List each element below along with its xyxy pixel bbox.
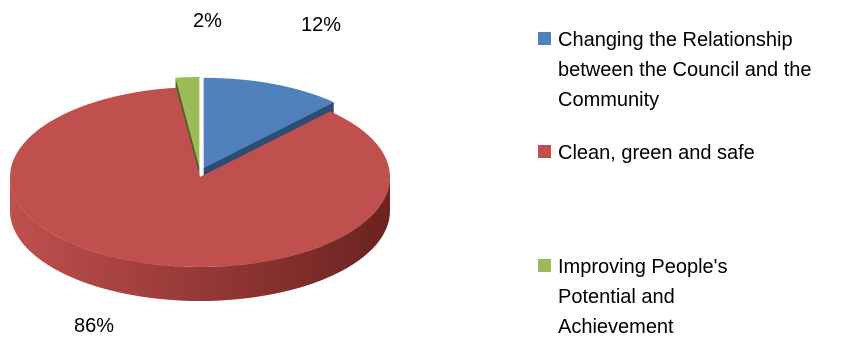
slice-clean-green-safe: [10, 87, 391, 268]
legend-label: Changing the Relationship between the Co…: [558, 29, 812, 111]
legend-label: Improving People's Potential and Achieve…: [558, 256, 728, 338]
data-label-slice-1: 12%: [301, 14, 342, 36]
legend-swatch-red: [538, 145, 551, 158]
slice-improving-potential: [175, 77, 200, 168]
data-label-slice-3: 2%: [193, 10, 222, 32]
data-label-slice-2: 86%: [74, 315, 115, 337]
legend-label: Clean, green and safe: [558, 142, 755, 164]
slice-relationship: [203, 77, 334, 168]
legend-swatch-green: [538, 259, 551, 272]
legend-swatch-blue: [538, 32, 551, 45]
